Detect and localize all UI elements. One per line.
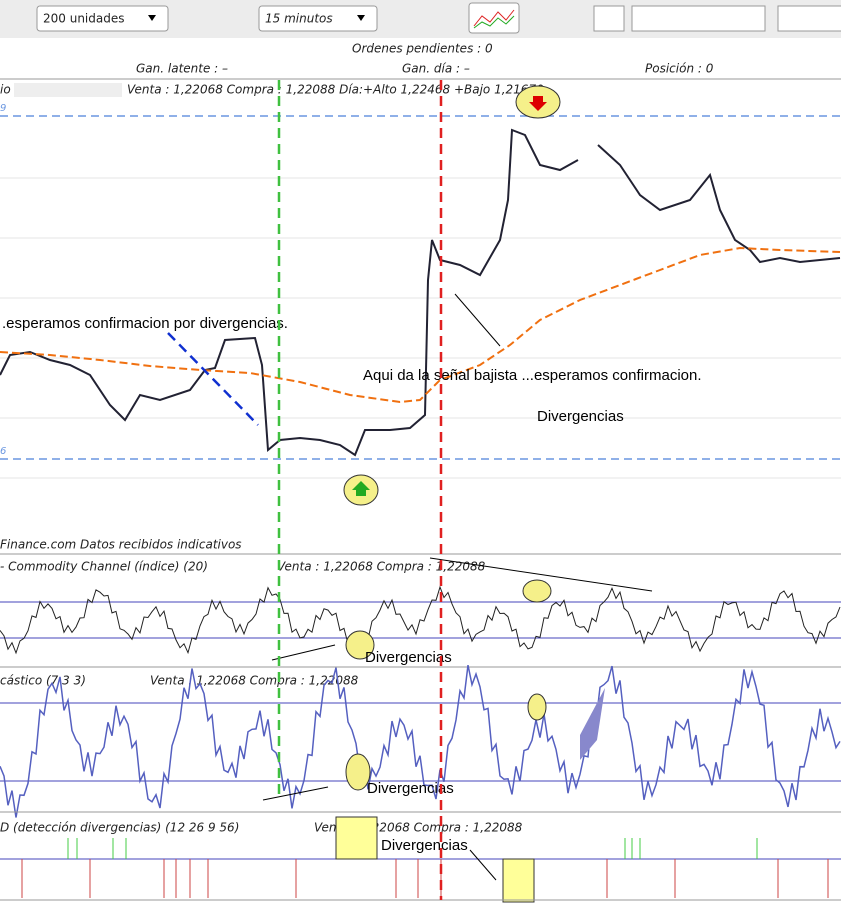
indicator-button[interactable]: [468, 2, 520, 34]
panel-title: cástico (7 3 3): [0, 674, 86, 688]
panel-title: - Commodity Channel (índice) (20): [0, 560, 208, 574]
up-arrow: [352, 481, 370, 496]
timeframe-select[interactable]: [258, 5, 378, 32]
annotation: .esperamos confirmacion por divergencias…: [2, 315, 288, 332]
signal-marker: [527, 693, 547, 721]
dropdown-arrow: [357, 15, 365, 21]
units-text: 200 unidades: [43, 12, 125, 26]
price-line: [597, 144, 841, 264]
units-select[interactable]: [36, 5, 169, 32]
highlight: [580, 688, 605, 760]
latent-gain: Gan. latente : –: [136, 62, 228, 76]
price-line: [0, 128, 579, 457]
signal-marker: [345, 630, 375, 660]
panel-quote: Venta : 1,22068 Compra : 1,22088: [150, 674, 359, 688]
icon-line: [473, 15, 515, 29]
cci-line: [0, 585, 841, 655]
trend-arrow: [167, 332, 259, 426]
input[interactable]: [777, 5, 841, 32]
arrow: [469, 849, 497, 881]
annotation: Divergencias: [365, 649, 452, 666]
highlight: [502, 858, 535, 903]
annotation: Aqui da la señal bajista ...esperamos co…: [363, 367, 702, 384]
panel-quote: Venta : 1,22068 Compra : 1,22088: [277, 560, 486, 574]
empty-select[interactable]: [631, 5, 766, 32]
data-source: Finance.com Datos recibidos indicativos: [0, 538, 242, 552]
annotation: Divergencias: [367, 780, 454, 797]
signal-marker: [522, 579, 552, 603]
signal-marker: [345, 753, 371, 791]
axis-label: 9: [0, 103, 6, 114]
timeframe-text: 15 minutos: [265, 12, 333, 26]
day-gain: Gan. día : –: [402, 62, 470, 76]
pending-orders: Ordenes pendientes : 0: [352, 42, 493, 56]
arrow: [262, 786, 329, 801]
panel-icons[interactable]: [14, 83, 122, 97]
settings-button[interactable]: [593, 5, 625, 32]
annotation: Divergencias: [381, 837, 468, 854]
arrow: [454, 293, 501, 347]
annotation: Divergencias: [537, 408, 624, 425]
stochastic-line: [0, 664, 841, 818]
axis-label: 6: [0, 446, 6, 457]
highlight: [335, 816, 378, 860]
down-arrow: [529, 96, 547, 111]
icon-line: [473, 9, 515, 27]
position: Posición : 0: [645, 62, 714, 76]
panel-title: D (detección divergencias) (12 26 9 56): [0, 821, 239, 835]
dropdown-arrow: [148, 15, 156, 21]
panel-quote: Venta : 1,22068 Compra : 1,22088 Día:+Al…: [127, 83, 544, 97]
arrow: [271, 644, 336, 661]
arrow: [429, 557, 653, 592]
panel-title: io: [0, 83, 11, 97]
